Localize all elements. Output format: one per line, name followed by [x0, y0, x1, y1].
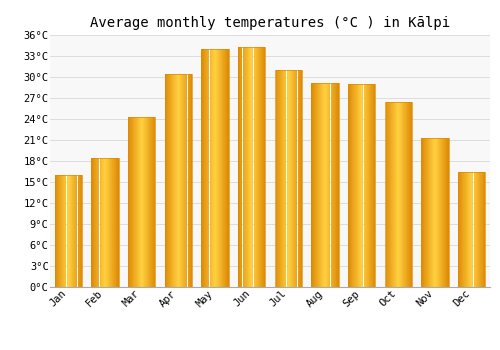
Bar	[128, 117, 156, 287]
Bar	[421, 138, 448, 287]
Bar	[164, 74, 192, 287]
Bar	[238, 47, 266, 287]
Bar	[201, 49, 229, 287]
Bar	[54, 175, 82, 287]
Bar	[458, 172, 485, 287]
Bar	[91, 158, 119, 287]
Bar	[348, 84, 376, 287]
Bar	[311, 83, 339, 287]
Bar	[384, 102, 412, 287]
Title: Average monthly temperatures (°C ) in Kālpi: Average monthly temperatures (°C ) in Kā…	[90, 16, 450, 30]
Bar	[274, 70, 302, 287]
